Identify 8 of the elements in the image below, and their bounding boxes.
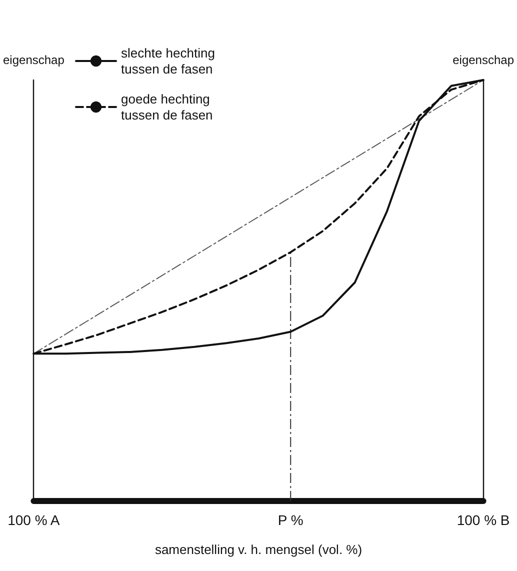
y-axis-title: eigenschap (2, 53, 65, 67)
x-tick-label: 100 % A (8, 512, 60, 528)
x-tick-label: P % (278, 512, 304, 528)
legend-label: slechte hechting tussen de fasen (121, 46, 215, 76)
legend-label: goede hechting tussen de fasen (121, 92, 213, 122)
y2-axis-title: eigenschap (452, 53, 514, 67)
x-tick-label: 100 % B (456, 512, 510, 528)
x-axis-title: samenstelling v. h. mengsel (vol. %) (154, 542, 362, 557)
